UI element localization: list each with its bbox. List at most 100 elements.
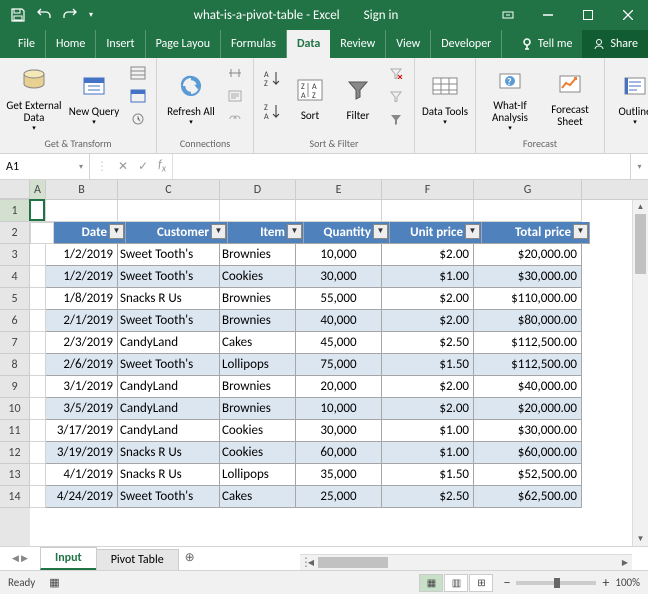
cell[interactable]: $2.00 (382, 376, 474, 398)
data-tools-button[interactable]: Data Tools▾ (421, 62, 469, 134)
page-layout-view-button[interactable]: ▥ (444, 574, 468, 592)
clear-filter-button[interactable] (384, 62, 408, 84)
cell[interactable]: CandyLand (118, 376, 220, 398)
scroll-down-icon[interactable]: ▼ (633, 532, 648, 546)
sort-za-button[interactable]: ZA (260, 95, 284, 127)
select-all-corner[interactable] (0, 180, 30, 199)
table-header-cell[interactable]: Customer▼ (126, 222, 228, 244)
filter-dropdown-icon[interactable]: ▼ (373, 224, 388, 239)
refresh-all-button[interactable]: Refresh All▾ (163, 62, 219, 134)
get-external-data-button[interactable]: Get External Data▾ (6, 62, 62, 134)
cell[interactable]: Brownies (220, 398, 296, 420)
cell[interactable]: $1.00 (382, 420, 474, 442)
cell[interactable]: $1.00 (382, 442, 474, 464)
macro-record-icon[interactable]: ▦ (49, 576, 59, 589)
col-header-G[interactable]: G (474, 180, 582, 199)
edit-links-button[interactable] (223, 108, 247, 130)
scroll-left-icon[interactable]: ◀ (304, 558, 318, 568)
cell[interactable]: $2.00 (382, 288, 474, 310)
advanced-button[interactable] (384, 108, 408, 130)
vertical-scrollbar[interactable]: ▲ ▼ (632, 200, 648, 546)
cell[interactable]: Cakes (220, 332, 296, 354)
cell[interactable]: Brownies (220, 310, 296, 332)
table-header-cell[interactable]: Item▼ (228, 222, 304, 244)
new-sheet-button[interactable]: ⊕ (178, 547, 202, 570)
name-box[interactable]: A1 (0, 154, 90, 179)
formula-input[interactable] (173, 154, 630, 179)
cell[interactable]: $110,000.00 (474, 288, 582, 310)
row-header[interactable]: 8 (0, 354, 30, 376)
table-header-cell[interactable]: Unit price▼ (390, 222, 482, 244)
filter-dropdown-icon[interactable]: ▼ (109, 224, 124, 239)
row-header[interactable]: 12 (0, 442, 30, 464)
cell[interactable]: $1.50 (382, 464, 474, 486)
connections-button[interactable] (223, 62, 247, 84)
row-header[interactable]: 4 (0, 266, 30, 288)
filter-dropdown-icon[interactable]: ▼ (573, 224, 588, 239)
cell[interactable]: $2.00 (382, 398, 474, 420)
vscroll-thumb[interactable] (635, 214, 646, 274)
cell[interactable]: 20,000 (296, 376, 382, 398)
new-query-button[interactable]: New Query▾ (66, 62, 122, 134)
cell[interactable]: $20,000.00 (474, 244, 582, 266)
reapply-button[interactable] (384, 85, 408, 107)
cell[interactable]: $112,500.00 (474, 332, 582, 354)
tell-me[interactable]: Tell me (510, 30, 583, 58)
cell[interactable]: Cookies (220, 442, 296, 464)
share-button[interactable]: Share (582, 30, 648, 58)
cell[interactable]: $62,500.00 (474, 486, 582, 508)
col-header-F[interactable]: F (382, 180, 474, 199)
formula-expand-icon[interactable]: ▾ (630, 154, 648, 179)
cell[interactable]: Brownies (220, 376, 296, 398)
row-header[interactable]: 13 (0, 464, 30, 486)
row-header[interactable]: 5 (0, 288, 30, 310)
table-header-cell[interactable]: Total price▼ (482, 222, 590, 244)
cell[interactable]: $30,000.00 (474, 266, 582, 288)
cell[interactable]: $80,000.00 (474, 310, 582, 332)
tab-data[interactable]: Data (287, 30, 330, 58)
col-header-A[interactable]: A (30, 180, 46, 199)
row-header[interactable]: 9 (0, 376, 30, 398)
cell[interactable]: Brownies (220, 288, 296, 310)
row-header[interactable]: 6 (0, 310, 30, 332)
close-button[interactable] (608, 0, 648, 30)
cell[interactable]: CandyLand (118, 332, 220, 354)
cell[interactable]: 2/1/2019 (46, 310, 118, 332)
cell[interactable]: CandyLand (118, 398, 220, 420)
filter-dropdown-icon[interactable]: ▼ (287, 224, 302, 239)
what-if-button[interactable]: ?What-If Analysis▾ (482, 62, 538, 134)
cell[interactable]: $60,000.00 (474, 442, 582, 464)
col-header-B[interactable]: B (46, 180, 118, 199)
cell[interactable]: Sweet Tooth's (118, 354, 220, 376)
cells-area[interactable]: Date▼Customer▼Item▼Quantity▼Unit price▼T… (30, 200, 648, 546)
row-header[interactable]: 11 (0, 420, 30, 442)
cell[interactable]: 30,000 (296, 420, 382, 442)
properties-button[interactable] (223, 85, 247, 107)
cell[interactable]: 60,000 (296, 442, 382, 464)
zoom-level[interactable]: 100% (615, 576, 640, 589)
cell[interactable]: Lollipops (220, 354, 296, 376)
scroll-up-icon[interactable]: ▲ (633, 200, 648, 214)
cell[interactable] (296, 200, 382, 222)
cell[interactable]: $20,000.00 (474, 398, 582, 420)
cell[interactable] (30, 200, 46, 222)
tab-home[interactable]: Home (46, 30, 96, 58)
cell[interactable]: 2/3/2019 (46, 332, 118, 354)
cell[interactable]: 35,000 (296, 464, 382, 486)
row-header[interactable]: 1 (0, 200, 30, 222)
cell[interactable]: 10,000 (296, 244, 382, 266)
zoom-out-button[interactable]: − (503, 574, 510, 591)
cell[interactable]: $1.00 (382, 266, 474, 288)
cell[interactable] (220, 200, 296, 222)
filter-dropdown-icon[interactable]: ▼ (211, 224, 226, 239)
cell[interactable]: Snacks R Us (118, 464, 220, 486)
minimize-button[interactable] (528, 0, 568, 30)
maximize-button[interactable] (568, 0, 608, 30)
cell[interactable]: $52,500.00 (474, 464, 582, 486)
row-header[interactable]: 14 (0, 486, 30, 508)
cell[interactable]: $1.50 (382, 354, 474, 376)
cell[interactable]: $2.50 (382, 486, 474, 508)
cell[interactable]: $112,500.00 (474, 354, 582, 376)
cell[interactable] (46, 200, 118, 222)
zoom-in-button[interactable]: + (602, 574, 609, 591)
